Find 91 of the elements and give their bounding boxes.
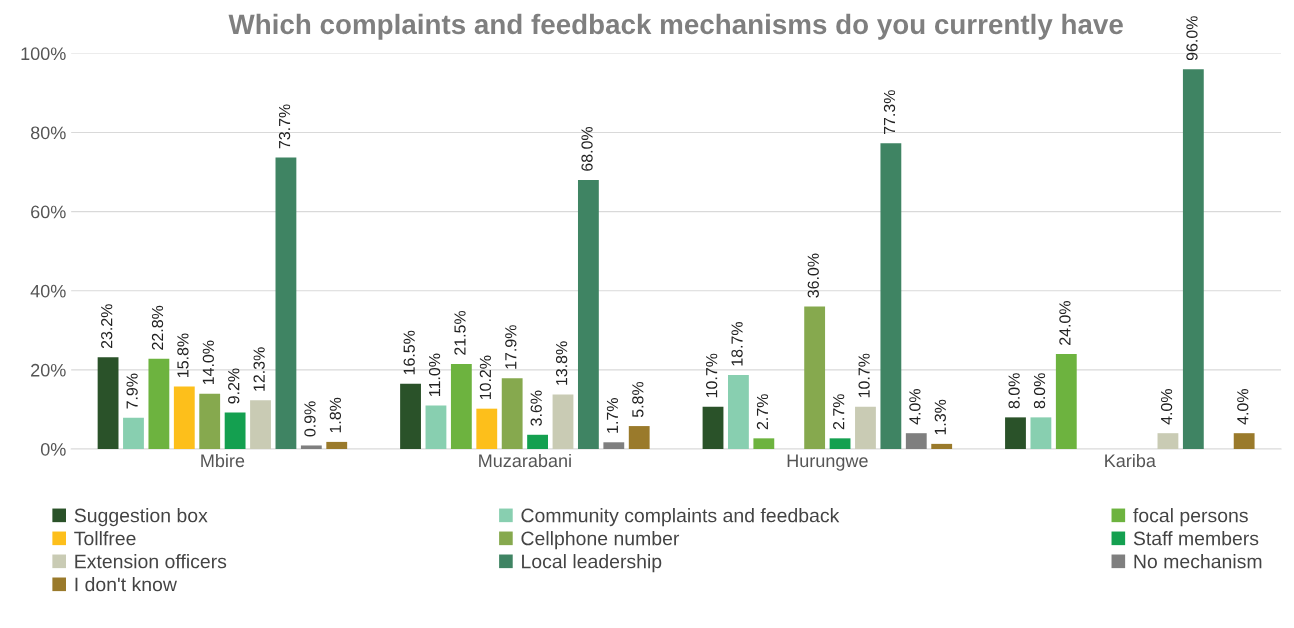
bar — [400, 383, 421, 450]
bar — [855, 406, 876, 450]
bar — [577, 179, 599, 450]
legend-label: Suggestion box — [74, 508, 208, 527]
bar — [250, 400, 271, 450]
bar — [628, 426, 650, 450]
data-label: 12.3% — [253, 347, 265, 391]
data-label: 17.9% — [505, 325, 517, 369]
bar — [97, 357, 119, 450]
data-label: 23.2% — [101, 304, 113, 349]
bar — [728, 375, 749, 450]
bar — [425, 405, 447, 450]
data-label: 4.0% — [1237, 389, 1249, 425]
bar — [905, 433, 927, 450]
legend-label: Extension officers — [75, 554, 227, 569]
bar — [199, 393, 221, 450]
bar — [326, 441, 348, 450]
bar — [275, 157, 297, 450]
data-label: 8.0% — [1008, 373, 1020, 409]
data-label: 24.0% — [1059, 301, 1071, 345]
data-label: 10.7% — [705, 353, 718, 398]
x-tick-label: Mbire — [201, 453, 245, 468]
bar — [880, 143, 902, 450]
data-label: 7.9% — [126, 373, 138, 409]
data-label: 16.5% — [403, 330, 415, 375]
bar — [123, 417, 144, 450]
x-tick-label: Kariba — [1105, 453, 1156, 468]
y-tick-label: 0% — [40, 442, 66, 456]
legend-label: Local leadership — [522, 554, 662, 573]
legend-label: No mechanism — [1134, 554, 1262, 569]
legend-label: Cellphone number — [521, 531, 680, 550]
chart-title: Which complaints and feedback mechanisms do you currently have — [228, 13, 1123, 40]
x-tick-label: Muzarabani — [479, 453, 571, 468]
data-label: 4.0% — [909, 389, 921, 425]
data-label: 1.7% — [606, 398, 619, 433]
data-label: 11.0% — [428, 353, 441, 396]
data-label: 73.7% — [278, 104, 291, 149]
data-label: 5.8% — [632, 381, 644, 418]
bar — [931, 443, 953, 450]
bar — [1182, 69, 1204, 450]
bar — [702, 406, 724, 450]
data-label: 77.3% — [883, 90, 896, 135]
bar — [1005, 417, 1026, 450]
bar — [804, 306, 826, 450]
bar — [1233, 433, 1255, 450]
y-tick-label: 20% — [31, 363, 66, 377]
legend-label: I don't know — [75, 577, 177, 592]
data-label: 8.0% — [1033, 373, 1046, 409]
bar — [476, 408, 498, 450]
y-tick-label: 80% — [30, 126, 66, 140]
y-tick-label: 40% — [30, 284, 66, 298]
data-label: 96.0% — [1186, 16, 1198, 61]
y-tick-label: 60% — [31, 205, 66, 219]
bar — [753, 438, 775, 450]
data-label: 13.8% — [555, 341, 568, 385]
data-label: 22.8% — [151, 305, 164, 350]
data-label: 10.2% — [479, 355, 492, 400]
data-label: 9.2% — [228, 368, 240, 404]
data-label: 2.7% — [833, 394, 845, 430]
data-label: 4.0% — [1160, 389, 1173, 425]
data-label: 68.0% — [581, 126, 593, 171]
bar — [552, 394, 574, 450]
bar — [829, 438, 851, 450]
bar — [527, 434, 548, 450]
data-label: 10.7% — [858, 353, 870, 398]
legend-label: Tollfree — [74, 531, 136, 546]
bar — [224, 412, 246, 450]
y-tick-label: 100% — [21, 47, 66, 61]
data-label: 1.3% — [934, 399, 946, 435]
bar — [173, 386, 195, 450]
bar — [1030, 417, 1052, 450]
bar — [148, 358, 170, 450]
data-label: 1.8% — [329, 397, 342, 433]
legend-label: Staff members — [1133, 531, 1259, 546]
data-label: 18.7% — [731, 321, 743, 366]
legend-label: focal persons — [1133, 508, 1248, 527]
bar — [450, 363, 472, 450]
data-label: 36.0% — [807, 253, 819, 298]
bar — [1055, 354, 1077, 450]
data-label: 21.5% — [454, 310, 466, 355]
bar — [1157, 433, 1179, 450]
data-label: 2.7% — [756, 394, 769, 430]
bar — [501, 378, 523, 450]
legend-label: Community complaints and feedback — [521, 508, 840, 527]
data-label: 14.0% — [202, 340, 214, 385]
data-label: 3.6% — [530, 390, 542, 426]
data-label: 15.8% — [177, 333, 189, 377]
bar — [603, 442, 625, 450]
data-label: 0.9% — [304, 401, 316, 437]
bar — [300, 445, 322, 450]
x-tick-label: Hurungwe — [787, 454, 868, 471]
